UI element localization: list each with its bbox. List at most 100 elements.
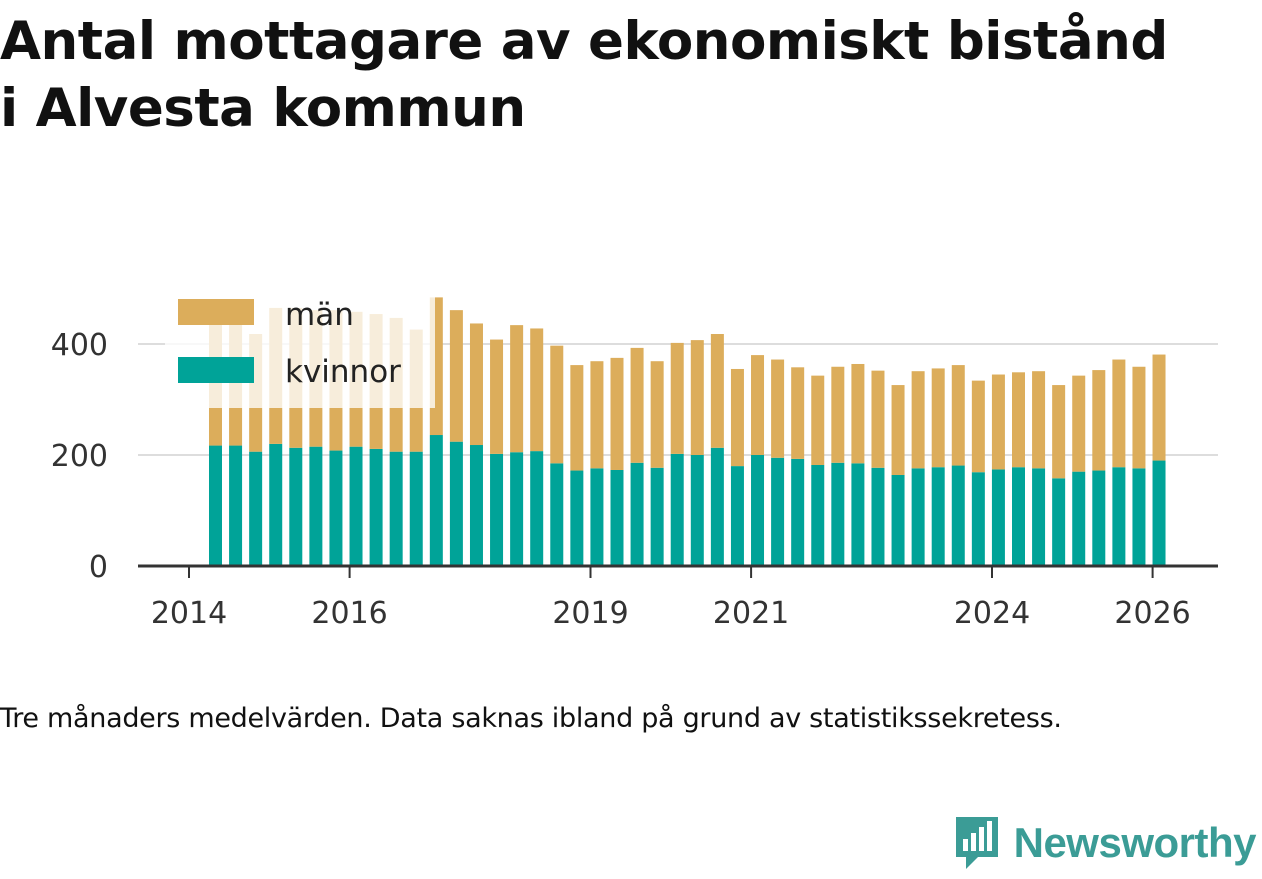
bar-kvinnor (530, 451, 544, 566)
bar-kvinnor (289, 447, 303, 566)
bar-kvinnor (269, 443, 283, 566)
bar-man (1052, 385, 1066, 479)
bar-man (891, 385, 905, 475)
bar-kvinnor (730, 466, 744, 566)
x-tick-label: 2021 (713, 596, 789, 631)
y-axis-ticks: 0 200 400 (51, 328, 108, 585)
bar-man (630, 347, 644, 463)
bar-kvinnor (1032, 468, 1046, 566)
bar-kvinnor (550, 463, 564, 566)
bar-man (971, 380, 985, 473)
bar-man (550, 345, 564, 464)
legend-label-kvinnor: kvinnor (285, 354, 401, 390)
bar-kvinnor (951, 465, 965, 566)
bar-man (469, 323, 483, 446)
bar-kvinnor (570, 470, 584, 566)
bar-kvinnor (429, 435, 443, 566)
bar-kvinnor (670, 453, 684, 566)
bar-kvinnor (610, 469, 624, 566)
bar-kvinnor (891, 474, 905, 566)
bar-kvinnor (590, 468, 604, 566)
bar-kvinnor (1132, 468, 1146, 566)
bar-man (510, 325, 524, 453)
legend-swatch-kvinnor (178, 357, 254, 383)
bars (208, 297, 1166, 566)
bar-kvinnor (490, 453, 504, 566)
bar-man (530, 328, 544, 452)
bar-kvinnor (851, 463, 865, 566)
bar-man (751, 355, 765, 455)
brand-logo: Newsworthy (952, 813, 1257, 873)
bar-man (730, 368, 744, 467)
bar-kvinnor (650, 467, 664, 566)
bar-kvinnor (349, 446, 363, 566)
bar-kvinnor (771, 457, 785, 566)
bar-man (1011, 372, 1025, 468)
bar-kvinnor (469, 445, 483, 566)
bar-kvinnor (1052, 478, 1066, 566)
bar-man (690, 340, 704, 455)
bar-kvinnor (791, 458, 805, 566)
bar-man (811, 375, 825, 465)
bar-man (449, 310, 463, 442)
bar-man (1032, 371, 1046, 469)
bar-kvinnor (329, 450, 343, 566)
bar-kvinnor (1092, 470, 1106, 566)
footnote: Tre månaders medelvärden. Data saknas ib… (0, 703, 1062, 734)
bar-man (771, 359, 785, 458)
bar-kvinnor (871, 467, 885, 566)
bar-kvinnor (449, 441, 463, 566)
bar-kvinnor (831, 462, 845, 566)
legend-label-man: män (285, 297, 354, 333)
bar-kvinnor (811, 464, 825, 566)
title-line-2: i Alvesta kommun (0, 78, 526, 139)
bar-man (1112, 359, 1126, 468)
bar-kvinnor (409, 451, 423, 566)
bar-man (570, 365, 584, 471)
bar-man (851, 363, 865, 464)
bar-man (710, 334, 724, 448)
stacked-bar-chart: 0 200 400 2014 2016 2019 2021 2024 2026 män kvi… (51, 290, 1218, 631)
bar-man (831, 366, 845, 463)
y-tick-label: 0 (89, 550, 108, 585)
brand-name: Newsworthy (1013, 819, 1257, 866)
bar-kvinnor (991, 469, 1005, 566)
x-axis-ticks: 2014 2016 2019 2021 2024 2026 (151, 566, 1191, 631)
bar-kvinnor (630, 462, 644, 566)
chart-title: Antal mottagare av ekonomiskt bistånd i … (0, 8, 1262, 142)
legend: män kvinnor (165, 290, 435, 408)
bar-man (951, 365, 965, 466)
newsworthy-icon (955, 817, 998, 869)
bar-kvinnor (1072, 471, 1086, 566)
bar-kvinnor (510, 452, 524, 566)
bar-kvinnor (309, 446, 323, 566)
x-tick-label: 2024 (954, 596, 1030, 631)
x-tick-label: 2026 (1114, 596, 1190, 631)
bar-man (1152, 354, 1166, 461)
y-tick-label: 400 (51, 328, 108, 363)
legend-swatch-man (178, 299, 254, 325)
bar-man (931, 368, 945, 468)
y-tick-label: 200 (51, 439, 108, 474)
bar-kvinnor (751, 455, 765, 566)
bar-kvinnor (1112, 467, 1126, 566)
bar-man (911, 371, 925, 469)
bar-man (1072, 375, 1086, 472)
x-tick-label: 2016 (311, 596, 387, 631)
bar-kvinnor (389, 451, 403, 566)
bar-kvinnor (690, 455, 704, 566)
bar-man (791, 367, 805, 459)
bar-man (1092, 370, 1106, 471)
x-tick-label: 2019 (552, 596, 628, 631)
bar-kvinnor (249, 451, 263, 566)
bar-man (490, 339, 504, 454)
bar-man (1132, 366, 1146, 469)
bar-man (871, 370, 885, 468)
bar-man (670, 342, 684, 454)
bar-man (650, 361, 664, 468)
bar-man (590, 361, 604, 469)
title-line-1: Antal mottagare av ekonomiskt bistånd (0, 11, 1168, 72)
bar-kvinnor (229, 445, 243, 566)
bar-kvinnor (1152, 460, 1166, 566)
bar-kvinnor (911, 468, 925, 566)
